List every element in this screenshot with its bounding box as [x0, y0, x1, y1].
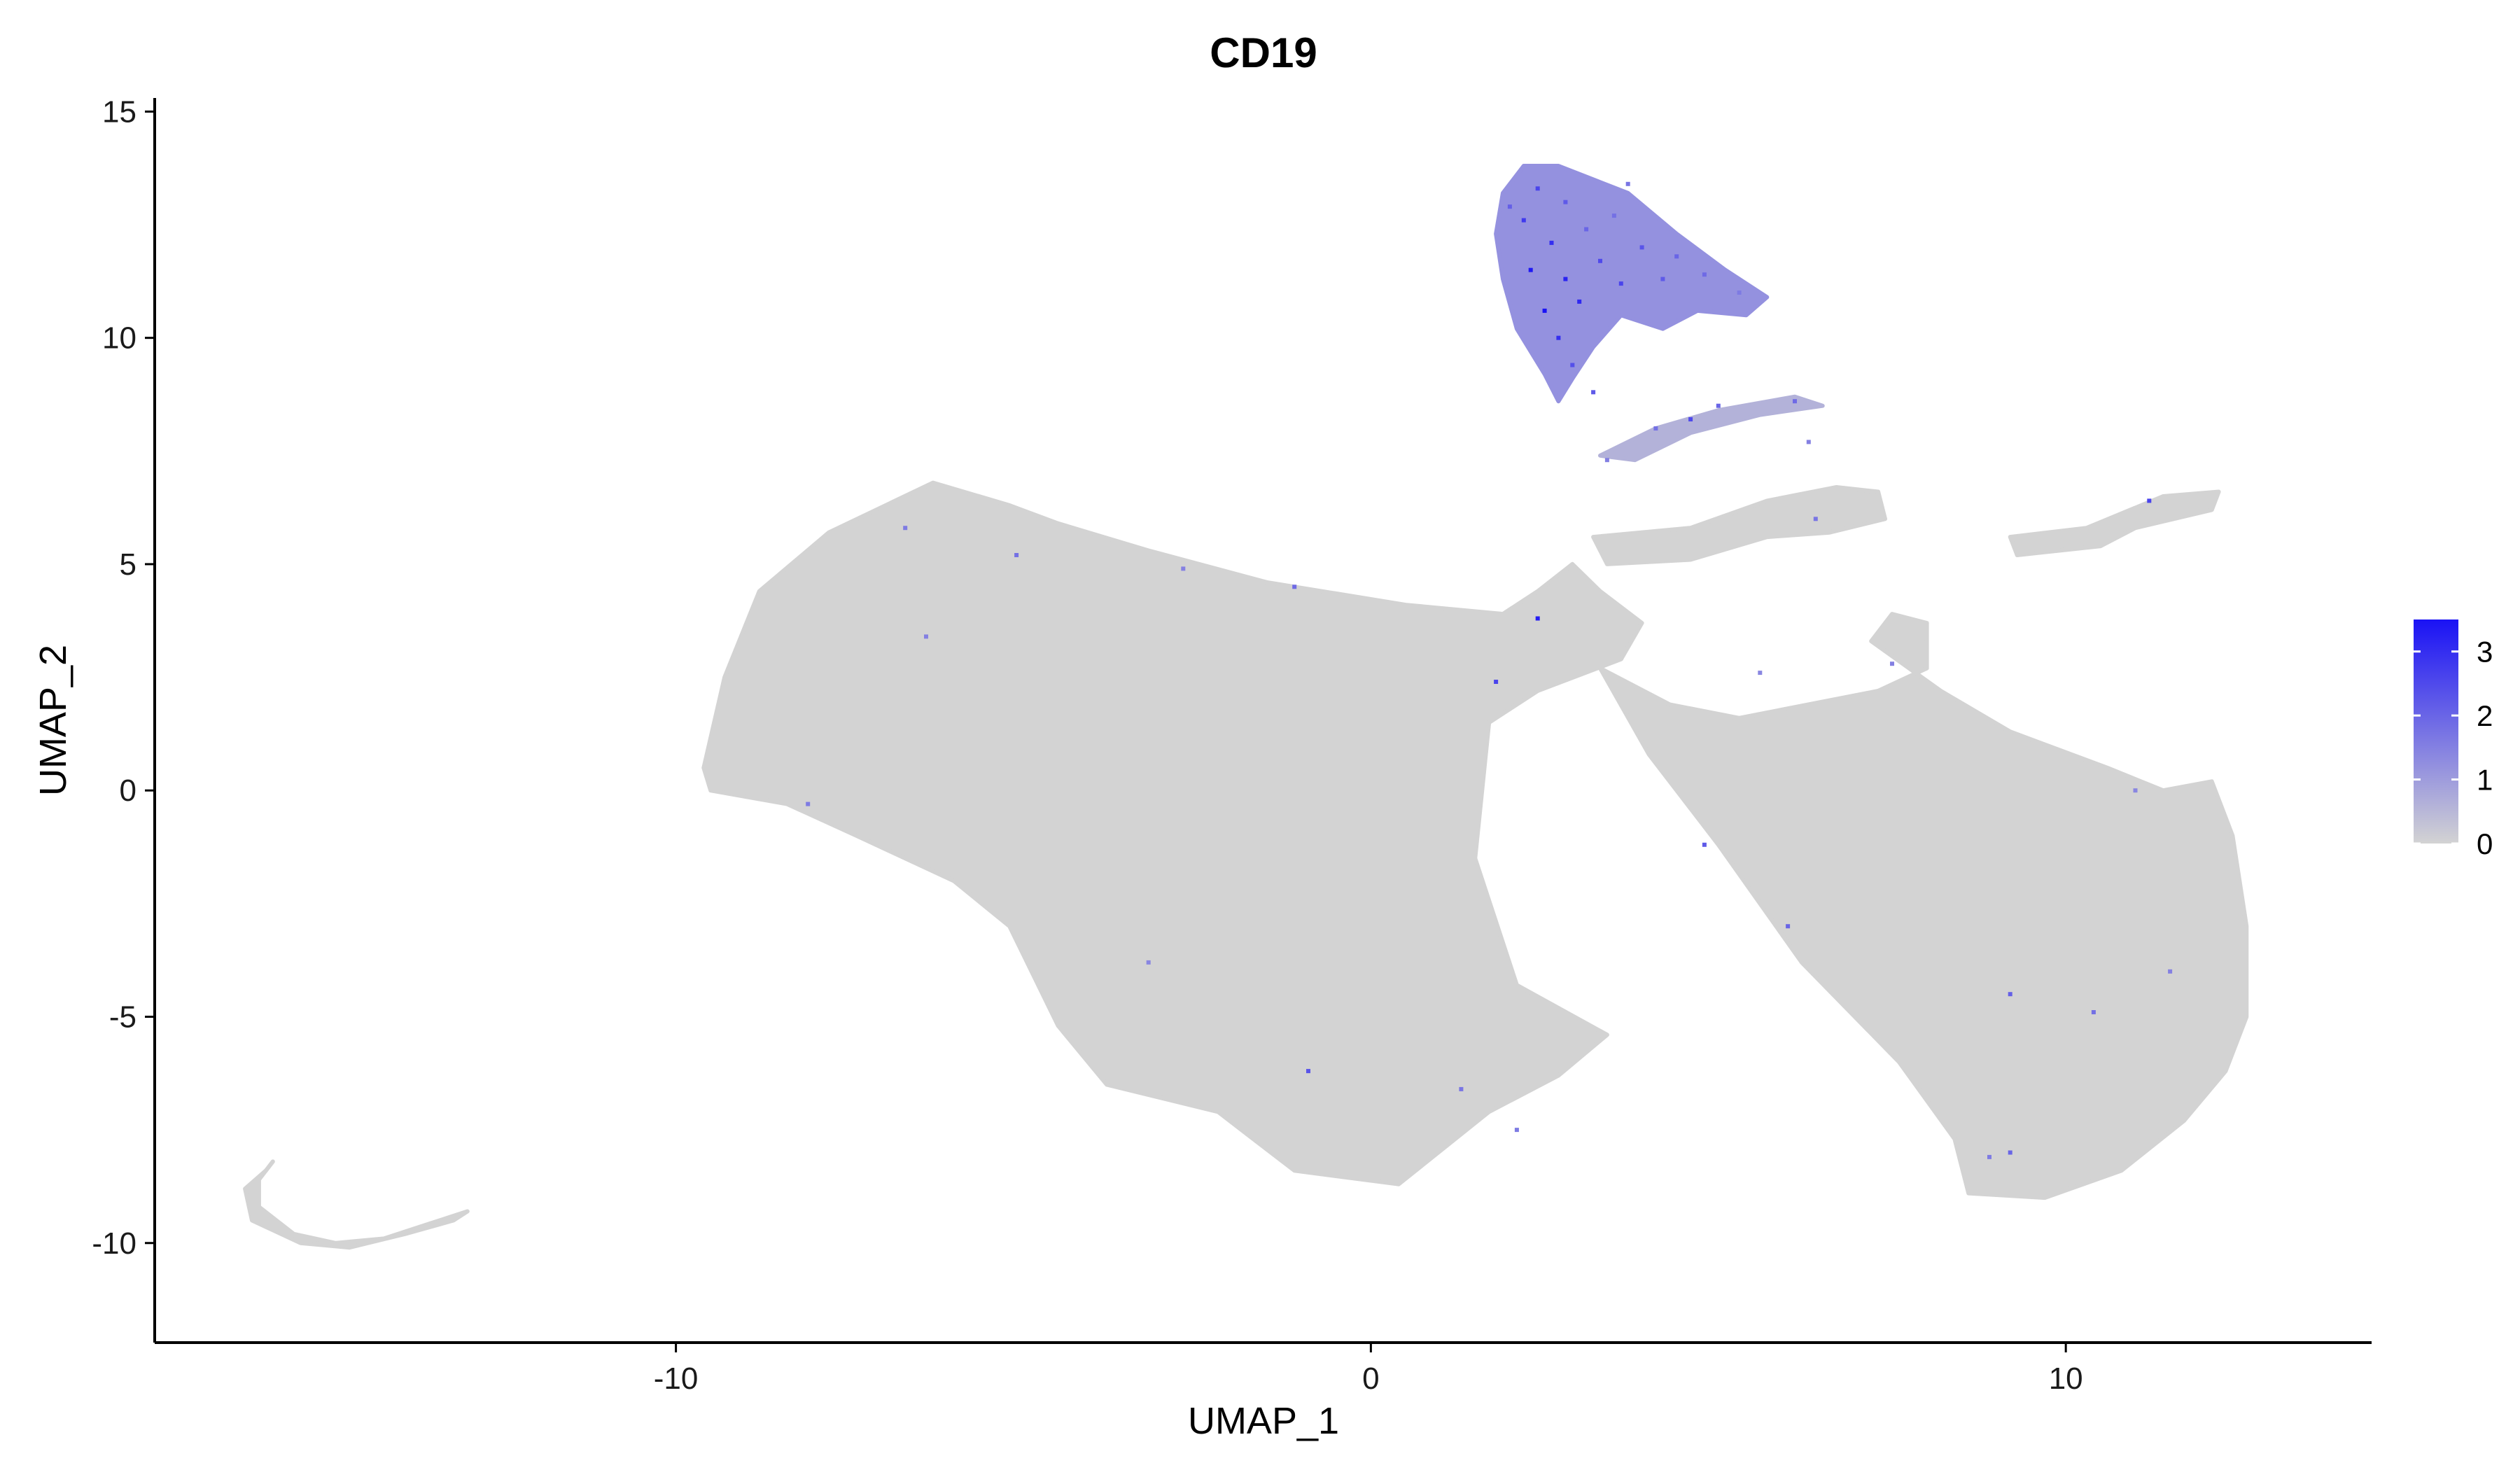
data-point — [903, 526, 908, 531]
data-point — [1521, 218, 1526, 223]
data-point — [1563, 200, 1568, 204]
colorbar-tick-label: 1 — [2477, 764, 2493, 797]
x-tick-label: 10 — [2049, 1362, 2083, 1396]
data-point — [1793, 399, 1797, 404]
expression-points — [806, 181, 2173, 1159]
x-axis-ticks: -10 0 10 — [654, 1343, 2083, 1396]
data-point — [1556, 335, 1561, 340]
data-point — [1598, 258, 1602, 263]
data-point — [1494, 680, 1499, 684]
data-point — [1535, 616, 1540, 621]
data-point — [1181, 566, 1186, 571]
colorbar-legend: 0 1 2 3 — [2414, 620, 2493, 860]
region-left-lobe — [701, 480, 1644, 1186]
data-point — [1507, 204, 1512, 209]
cell-regions — [243, 164, 2249, 1250]
data-point — [1292, 584, 1297, 589]
region-tail-curve — [243, 1159, 470, 1250]
data-point — [1514, 1128, 1519, 1133]
colorbar-tick-label: 0 — [2477, 827, 2493, 860]
data-point — [1702, 842, 1707, 847]
y-tick-label: 0 — [120, 774, 136, 808]
data-point — [1674, 254, 1679, 259]
data-point — [1584, 227, 1589, 232]
data-point — [1577, 299, 1582, 304]
data-point — [2168, 969, 2173, 974]
data-point — [1542, 308, 1547, 313]
data-point — [1987, 1154, 1991, 1159]
data-point — [2133, 788, 2138, 793]
data-point — [1639, 245, 1644, 250]
data-point — [1786, 924, 1791, 929]
data-point — [1737, 290, 1742, 295]
y-tick-label: -10 — [92, 1226, 136, 1261]
data-point — [1660, 276, 1665, 281]
data-point — [806, 802, 811, 806]
data-point — [1611, 214, 1616, 218]
colorbar-tick-label: 2 — [2477, 699, 2493, 732]
y-tick-label: 10 — [102, 321, 136, 356]
data-point — [1806, 440, 1811, 444]
data-point — [1459, 1086, 1464, 1091]
data-point — [1570, 363, 1575, 368]
y-tick-label: 5 — [120, 547, 136, 582]
data-point — [1653, 426, 1658, 430]
data-point — [1758, 671, 1763, 676]
colorbar-gradient — [2414, 620, 2458, 844]
data-point — [1813, 517, 1818, 522]
data-point — [1890, 662, 1894, 666]
colorbar-tick-label: 3 — [2477, 636, 2493, 668]
region-b-cell-arc — [1598, 394, 1825, 463]
data-point — [2008, 992, 2012, 997]
x-axis-label: UMAP_1 — [1188, 1400, 1339, 1442]
data-point — [1146, 960, 1151, 965]
region-right-strand — [2008, 489, 2221, 557]
data-point — [1563, 276, 1568, 281]
data-point — [1604, 458, 1609, 463]
y-tick-label: -5 — [109, 1000, 136, 1034]
data-point — [924, 634, 928, 639]
data-point — [1618, 281, 1623, 286]
data-point — [1625, 181, 1630, 186]
colorbar-ticks: 0 1 2 3 — [2414, 636, 2493, 860]
y-tick-label: 15 — [102, 94, 136, 129]
region-b-cell-cluster — [1494, 164, 1770, 404]
x-tick-label: 0 — [1362, 1362, 1379, 1396]
data-point — [1535, 186, 1540, 191]
data-point — [1014, 553, 1019, 557]
data-point — [1306, 1069, 1310, 1074]
data-point — [1702, 272, 1707, 277]
x-tick-label: -10 — [654, 1362, 699, 1396]
data-point — [1591, 390, 1596, 395]
data-point — [2147, 498, 2152, 503]
region-right-lobe — [1598, 612, 2249, 1200]
data-point — [1716, 403, 1721, 408]
data-point — [1688, 417, 1693, 421]
y-axis-ticks: -10 -5 0 5 10 15 — [92, 94, 155, 1261]
chart-title: CD19 — [1210, 29, 1317, 76]
y-axis-label: UMAP_2 — [32, 645, 74, 796]
data-point — [1549, 240, 1554, 245]
data-point — [2008, 1150, 2012, 1155]
region-upper-band — [1591, 485, 1887, 566]
data-point — [1528, 267, 1533, 272]
data-point — [2091, 1010, 2096, 1014]
